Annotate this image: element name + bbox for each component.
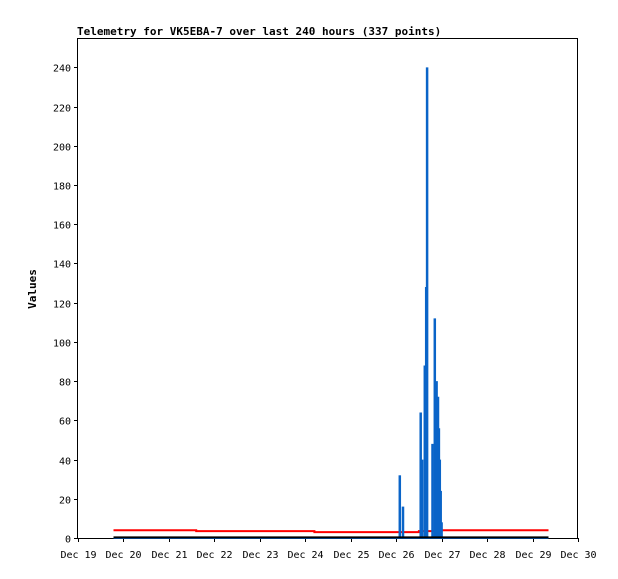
y-tick-label: 120 (53, 300, 71, 311)
y-tick-label: 200 (53, 143, 71, 154)
y-tick-label: 240 (53, 64, 71, 75)
x-tick-label: Dec 28 (469, 550, 505, 561)
data-series (113, 67, 549, 539)
y-tick-label: 220 (53, 104, 71, 115)
y-axis-label: Values (26, 269, 39, 309)
y-tick-label: 20 (59, 496, 71, 507)
x-tick-label: Dec 21 (151, 550, 187, 561)
y-tick-label: 140 (53, 260, 71, 271)
x-tick-label: Dec 30 (560, 550, 596, 561)
x-tick-label: Dec 29 (515, 550, 551, 561)
series-0-line (113, 529, 549, 534)
x-tick-label: Dec 23 (242, 550, 278, 561)
x-tick-label: Dec 27 (424, 550, 460, 561)
chart-title: Telemetry for VK5EBA-7 over last 240 hou… (77, 25, 441, 38)
y-tick-label: 0 (65, 535, 71, 546)
x-tick-label: Dec 20 (105, 550, 141, 561)
x-tick-label: Dec 26 (378, 550, 414, 561)
y-tick-label: 80 (59, 378, 71, 389)
x-tick-label: Dec 22 (196, 550, 232, 561)
y-tick-label: 60 (59, 417, 71, 428)
x-tick-label: Dec 25 (333, 550, 369, 561)
x-tick-label: Dec 19 (60, 550, 96, 561)
y-tick-label: 40 (59, 457, 71, 468)
y-axis-ticks: 0 20 40 60 80 100 120 140 160 180 200 220 240 (53, 64, 78, 546)
y-tick-label: 100 (53, 339, 71, 350)
x-tick-label: Dec 24 (287, 550, 323, 561)
y-tick-label: 160 (53, 221, 71, 232)
y-tick-label: 180 (53, 182, 71, 193)
